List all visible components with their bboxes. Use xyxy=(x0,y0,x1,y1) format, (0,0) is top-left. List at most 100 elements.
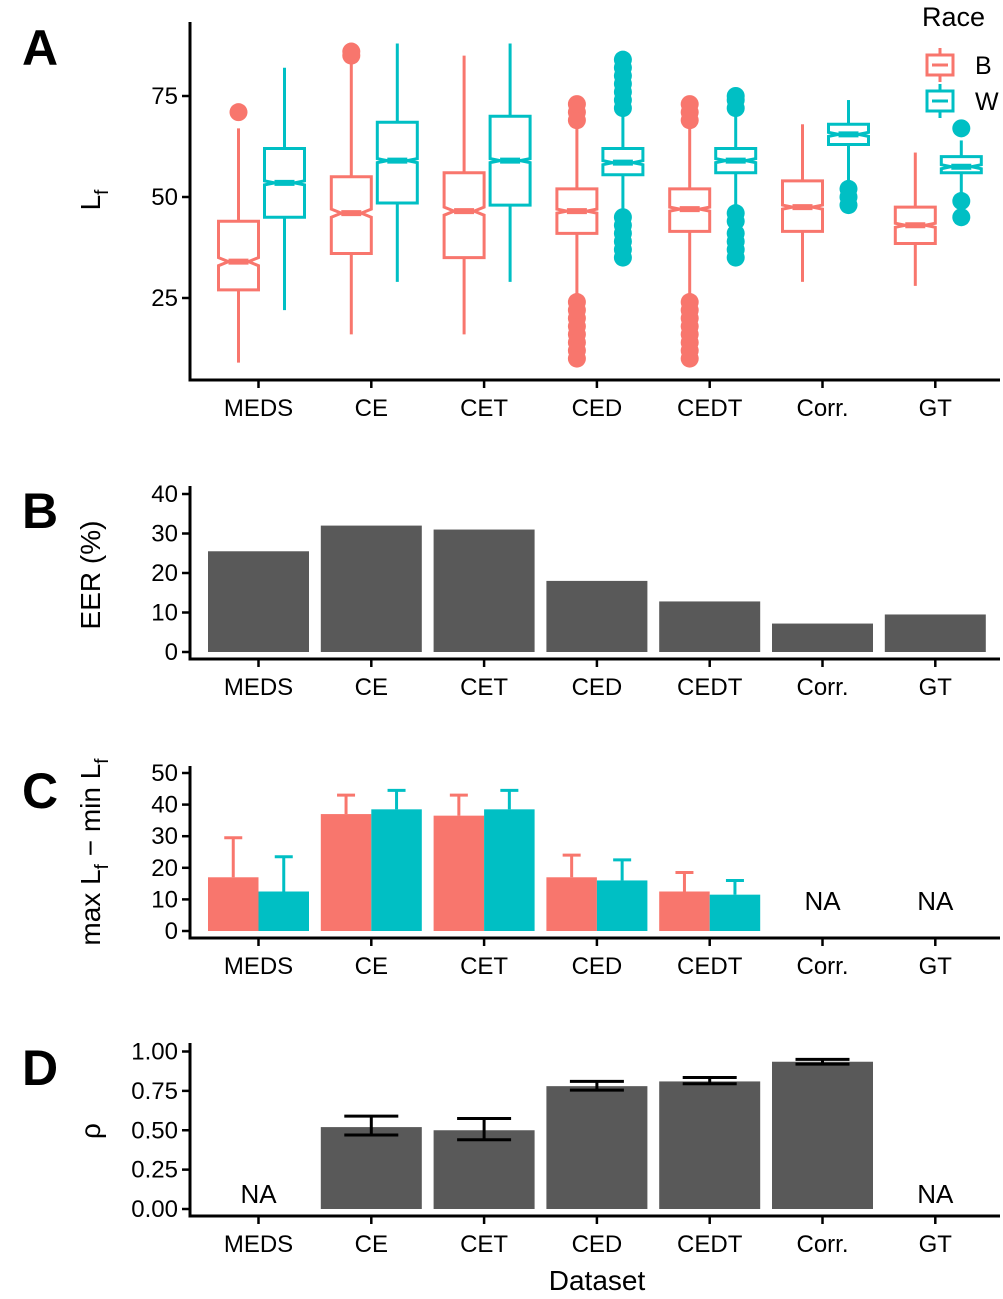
panel-c-y-tick-label: 20 xyxy=(151,855,178,882)
outlier-point xyxy=(726,87,745,105)
panel-a-box-W-GT xyxy=(939,119,983,227)
panel-c-bar-B-MEDS xyxy=(208,877,259,931)
panel-c-na-label: NA xyxy=(804,886,841,916)
panel-d-x-tick-label: CEDT xyxy=(677,1231,743,1258)
panel-b-y-tick-label: 40 xyxy=(151,481,178,508)
panel-a-box-W-Corr. xyxy=(827,100,870,215)
outlier-point xyxy=(680,293,699,312)
panel-d-bar-CED xyxy=(546,1086,648,1209)
panel-d-y-tick-label: 0.25 xyxy=(131,1157,178,1184)
panel-b-bar-CE xyxy=(320,525,422,652)
panel-c-bar-W-MEDS xyxy=(258,891,309,931)
panel-c-bar-B-CED xyxy=(546,877,597,931)
outlier-point xyxy=(680,95,699,114)
panel-a-x-tick-label: CED xyxy=(572,395,623,422)
outlier-point xyxy=(952,119,971,138)
panel-d-y-tick-label: 0.50 xyxy=(131,1117,178,1144)
panel-d-x-tick-label: CET xyxy=(460,1231,508,1258)
legend-entry-B: B xyxy=(925,48,992,82)
panel-b-y-axis-title: EER (%) xyxy=(75,521,106,630)
panel-c-x-tick-label: Corr. xyxy=(796,953,848,980)
panel-a-box-B-CED xyxy=(555,95,599,368)
panel-d-bar-CEDT xyxy=(659,1081,761,1209)
panel-d-y-axis-title: ρ xyxy=(75,1123,106,1139)
panel-a-box-B-GT xyxy=(893,152,937,286)
panel-c-bar-W-CET xyxy=(484,809,535,931)
panel-d-bar-CET xyxy=(433,1130,535,1209)
panel-c-x-tick-label: CE xyxy=(355,953,388,980)
panel-d-y-tick-label: 0.00 xyxy=(131,1196,178,1223)
panel-b-y-tick-label: 0 xyxy=(165,639,178,666)
panel-b-bar-CED xyxy=(546,580,648,652)
legend-label-B: B xyxy=(975,52,992,80)
panel-a-x-tick-label: CEDT xyxy=(677,395,743,422)
panel-b-x-tick-label: GT xyxy=(919,674,953,701)
panel-a-x-tick-label: GT xyxy=(919,395,953,422)
outlier-point xyxy=(567,293,586,312)
panel-b-y-tick-label: 30 xyxy=(151,521,178,548)
panel-c-bar-B-CET xyxy=(433,815,485,931)
legend-entry-W: W xyxy=(925,84,999,118)
panel-a-letter: A xyxy=(22,20,58,76)
panel-a-y-tick-label: 50 xyxy=(151,184,178,211)
panel-b-x-tick-label: MEDS xyxy=(224,674,293,701)
panel-c-x-tick-label: MEDS xyxy=(224,953,293,980)
panel-b-bar-Corr. xyxy=(772,623,873,652)
panel-c-bar-B-CEDT xyxy=(659,891,710,931)
panel-b-bar-CET xyxy=(433,529,535,652)
panel-b-x-tick-label: Corr. xyxy=(796,674,848,701)
outlier-point xyxy=(839,179,858,198)
panel-d-x-tick-label: CED xyxy=(572,1231,623,1258)
panel-d-bar-CE xyxy=(320,1127,422,1209)
panel-b-bar-GT xyxy=(884,614,986,652)
legend-title: Race xyxy=(922,2,985,32)
panel-a-x-tick-label: CET xyxy=(460,395,508,422)
panel-d-x-tick-label: Corr. xyxy=(796,1231,848,1258)
panel-a-x-tick-label: Corr. xyxy=(796,395,848,422)
panel-a-y-axis-title: Lf xyxy=(75,189,113,211)
panel-a-box-W-MEDS xyxy=(263,67,306,311)
outlier-point xyxy=(726,204,745,223)
panel-a-box-B-Corr. xyxy=(781,124,824,282)
panel-d-y-tick-label: 1.00 xyxy=(131,1039,178,1066)
race-legend: Race BW xyxy=(922,2,999,118)
panel-c-y-tick-label: 50 xyxy=(151,760,178,787)
panel-d-na-label: NA xyxy=(917,1179,954,1209)
panel-a-box-W-CED xyxy=(601,50,645,267)
panel-a-y-tick-label: 75 xyxy=(151,83,178,110)
panel-d-bar-Corr. xyxy=(772,1061,873,1209)
legend-label-W: W xyxy=(975,88,999,116)
panel-a-x-tick-label: MEDS xyxy=(224,395,293,422)
panel-b-y-tick-label: 10 xyxy=(151,600,178,627)
panel-c-bar-W-CEDT xyxy=(709,894,761,931)
panel-d-x-axis-title: Dataset xyxy=(549,1265,646,1296)
panel-a-box-W-CE xyxy=(375,43,419,282)
panel-d-bar-chart: 0.00 0.25 0.50 0.75 1.00 MEDS CE CET CED CEDT Corr… xyxy=(75,1039,1000,1296)
panel-a-box-B-CET xyxy=(442,55,486,335)
panel-a-y-tick-label: 25 xyxy=(151,285,178,312)
outlier-point xyxy=(342,42,361,61)
panel-c-x-tick-label: CET xyxy=(460,953,508,980)
panel-b-y-tick-label: 20 xyxy=(151,560,178,587)
panel-c-na-label: NA xyxy=(917,886,954,916)
panel-c-x-tick-label: CED xyxy=(572,953,623,980)
panel-a-box-B-CE xyxy=(329,42,373,335)
panel-b-x-tick-label: CED xyxy=(572,674,623,701)
notched-box xyxy=(217,219,260,292)
panel-c-bar-chart: 0 10 20 30 40 50 MEDS CE CET CED CEDT Corr. GT max Lf… xyxy=(75,758,1000,980)
panel-a-box-W-CEDT xyxy=(714,87,758,267)
panel-c-letter: C xyxy=(22,763,58,819)
panel-b-x-tick-label: CET xyxy=(460,674,508,701)
panel-d-x-tick-label: MEDS xyxy=(224,1231,293,1258)
panel-b-letter: B xyxy=(22,483,58,539)
panel-a-box-B-MEDS xyxy=(217,103,260,363)
panel-a-box-B-CEDT xyxy=(668,95,712,368)
panel-c-y-tick-label: 30 xyxy=(151,823,178,850)
panel-d-na-label: NA xyxy=(240,1179,277,1209)
panel-a-box-W-CET xyxy=(488,43,532,282)
panel-b-x-tick-label: CE xyxy=(355,674,388,701)
panel-d-y-tick-label: 0.75 xyxy=(131,1078,178,1105)
panel-b-x-tick-label: CEDT xyxy=(677,674,743,701)
outlier-point xyxy=(952,208,971,227)
